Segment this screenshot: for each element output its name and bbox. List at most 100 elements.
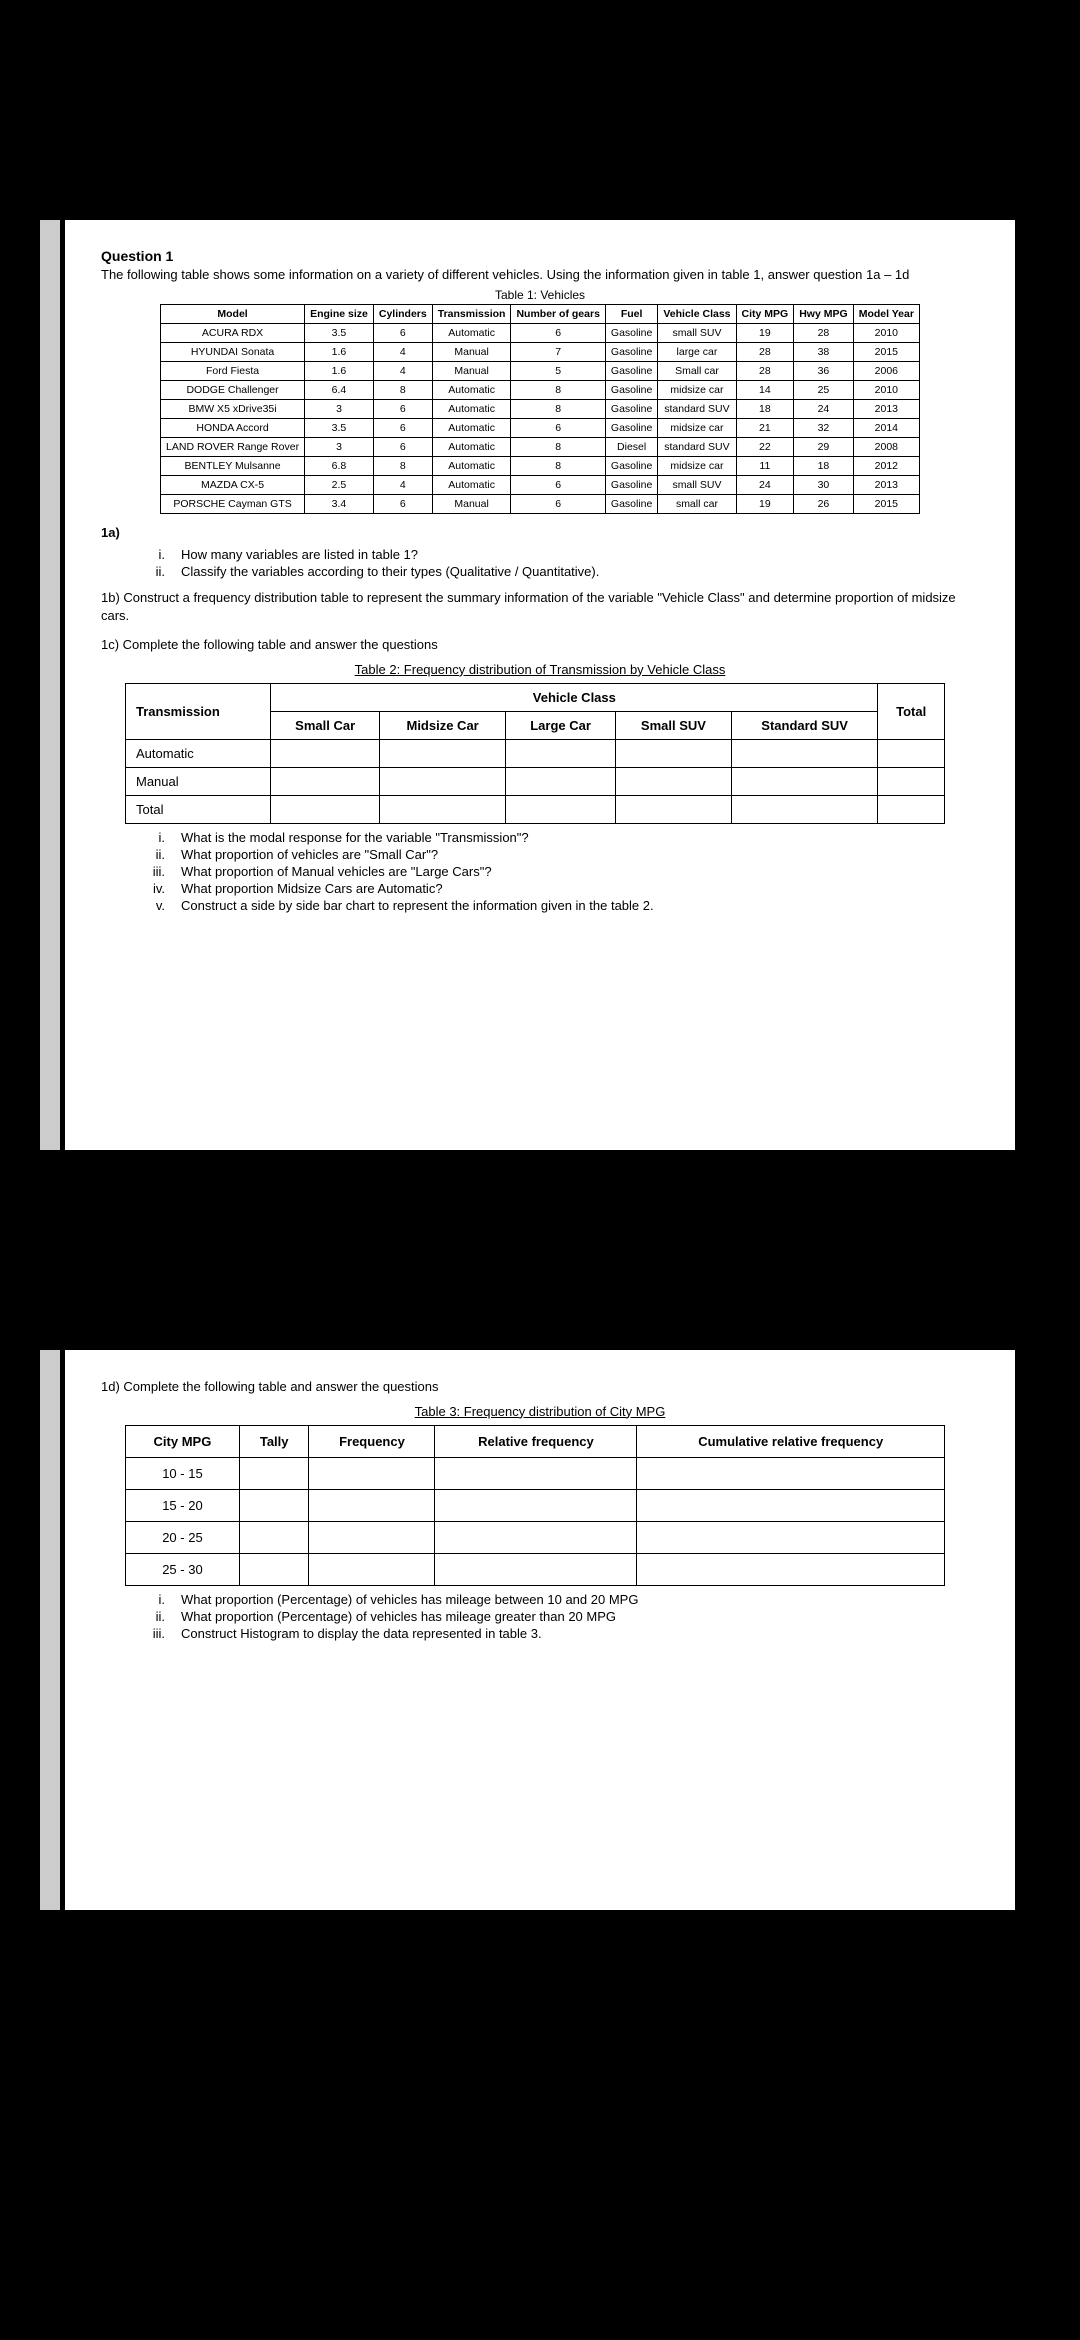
cell: 6.8	[305, 456, 374, 475]
q1a-list: i.How many variables are listed in table…	[141, 547, 979, 579]
cell: 2010	[853, 323, 919, 342]
cell: 8	[511, 437, 605, 456]
cell: Gasoline	[605, 342, 657, 361]
list-item: What proportion (Percentage) of vehicles…	[181, 1592, 638, 1607]
table-row: 20 - 25	[126, 1521, 945, 1553]
cell: 2.5	[305, 475, 374, 494]
document-page-2: 1d) Complete the following table and ans…	[65, 1350, 1015, 1910]
cell	[615, 795, 731, 823]
document-page-1: Question 1 The following table shows som…	[65, 220, 1015, 1150]
cell	[271, 767, 380, 795]
marker: iv.	[141, 881, 165, 896]
cell	[615, 767, 731, 795]
cell	[878, 739, 945, 767]
table-row: HONDA Accord3.56Automatic6Gasolinemidsiz…	[161, 418, 920, 437]
cell: 21	[736, 418, 794, 437]
cross-row-label: Automatic	[126, 739, 271, 767]
cell: 6	[373, 418, 432, 437]
cell: Gasoline	[605, 361, 657, 380]
cell: ACURA RDX	[161, 323, 305, 342]
cell: 2013	[853, 399, 919, 418]
cell	[878, 767, 945, 795]
cell: Small car	[658, 361, 736, 380]
table-3-freq: City MPG Tally Frequency Relative freque…	[125, 1425, 945, 1586]
table-row: HYUNDAI Sonata1.64Manual7Gasolinelarge c…	[161, 342, 920, 361]
cross-col: Small Car	[271, 711, 380, 739]
cell: 7	[511, 342, 605, 361]
cell: 6	[373, 494, 432, 513]
cell: 24	[736, 475, 794, 494]
cell: 6	[373, 323, 432, 342]
cell	[731, 795, 878, 823]
cell	[506, 767, 616, 795]
cell: standard SUV	[658, 399, 736, 418]
cell: 4	[373, 342, 432, 361]
cell	[615, 739, 731, 767]
freq-col: Relative frequency	[435, 1425, 637, 1457]
q1a-label: 1a)	[101, 524, 979, 542]
cell: 36	[794, 361, 853, 380]
cell: Automatic	[432, 456, 511, 475]
table-row: City MPG Tally Frequency Relative freque…	[126, 1425, 945, 1457]
q1d-intro: 1d) Complete the following table and ans…	[101, 1378, 979, 1396]
marker: i.	[141, 1592, 165, 1607]
cross-col: Standard SUV	[731, 711, 878, 739]
cell: 4	[373, 361, 432, 380]
freq-col: Frequency	[309, 1425, 435, 1457]
cell: 2013	[853, 475, 919, 494]
cell: BMW X5 xDrive35i	[161, 399, 305, 418]
cell: 6	[511, 494, 605, 513]
cell: 8	[511, 380, 605, 399]
cell: 38	[794, 342, 853, 361]
freq-col: City MPG	[126, 1425, 240, 1457]
cell: Gasoline	[605, 456, 657, 475]
table-row: Total	[126, 795, 945, 823]
cell: 19	[736, 323, 794, 342]
cell: 1.6	[305, 361, 374, 380]
cell	[878, 795, 945, 823]
cell: Manual	[432, 342, 511, 361]
list-item: What proportion of vehicles are "Small C…	[181, 847, 438, 862]
cell: small SUV	[658, 323, 736, 342]
cell: Automatic	[432, 399, 511, 418]
cell: LAND ROVER Range Rover	[161, 437, 305, 456]
cell: 22	[736, 437, 794, 456]
cell: HYUNDAI Sonata	[161, 342, 305, 361]
cell: 8	[373, 456, 432, 475]
q1c-list: i.What is the modal response for the var…	[141, 830, 979, 913]
table-row: PORSCHE Cayman GTS3.46Manual6Gasolinesma…	[161, 494, 920, 513]
cell: 3.5	[305, 418, 374, 437]
table-1-vehicles: Model Engine size Cylinders Transmission…	[160, 304, 920, 514]
cell: Automatic	[432, 418, 511, 437]
freq-row: 25 - 30	[126, 1553, 240, 1585]
cell: 18	[794, 456, 853, 475]
table-row: Manual	[126, 767, 945, 795]
cell: 2010	[853, 380, 919, 399]
table-2-caption: Table 2: Frequency distribution of Trans…	[101, 662, 979, 677]
cell: Gasoline	[605, 475, 657, 494]
cross-col: Large Car	[506, 711, 616, 739]
cell	[506, 795, 616, 823]
cell: large car	[658, 342, 736, 361]
marker: i.	[141, 547, 165, 562]
list-item: What proportion Midsize Cars are Automat…	[181, 881, 443, 896]
table-row: Model Engine size Cylinders Transmission…	[161, 304, 920, 323]
table-row: MAZDA CX-52.54Automatic6Gasolinesmall SU…	[161, 475, 920, 494]
cell	[506, 739, 616, 767]
cell: 24	[794, 399, 853, 418]
marker: iii.	[141, 1626, 165, 1641]
cell: DODGE Challenger	[161, 380, 305, 399]
cell: Automatic	[432, 323, 511, 342]
list-item: Construct Histogram to display the data …	[181, 1626, 542, 1641]
cell: 4	[373, 475, 432, 494]
cell: 5	[511, 361, 605, 380]
cell: 6	[373, 437, 432, 456]
table-row: BMW X5 xDrive35i36Automatic8Gasolinestan…	[161, 399, 920, 418]
cell	[731, 739, 878, 767]
page-shadow	[40, 220, 60, 1150]
cell	[380, 795, 506, 823]
question-1-title: Question 1	[101, 248, 979, 264]
cross-col: Small SUV	[615, 711, 731, 739]
table-row: Transmission Vehicle Class Total	[126, 683, 945, 711]
freq-row: 20 - 25	[126, 1521, 240, 1553]
